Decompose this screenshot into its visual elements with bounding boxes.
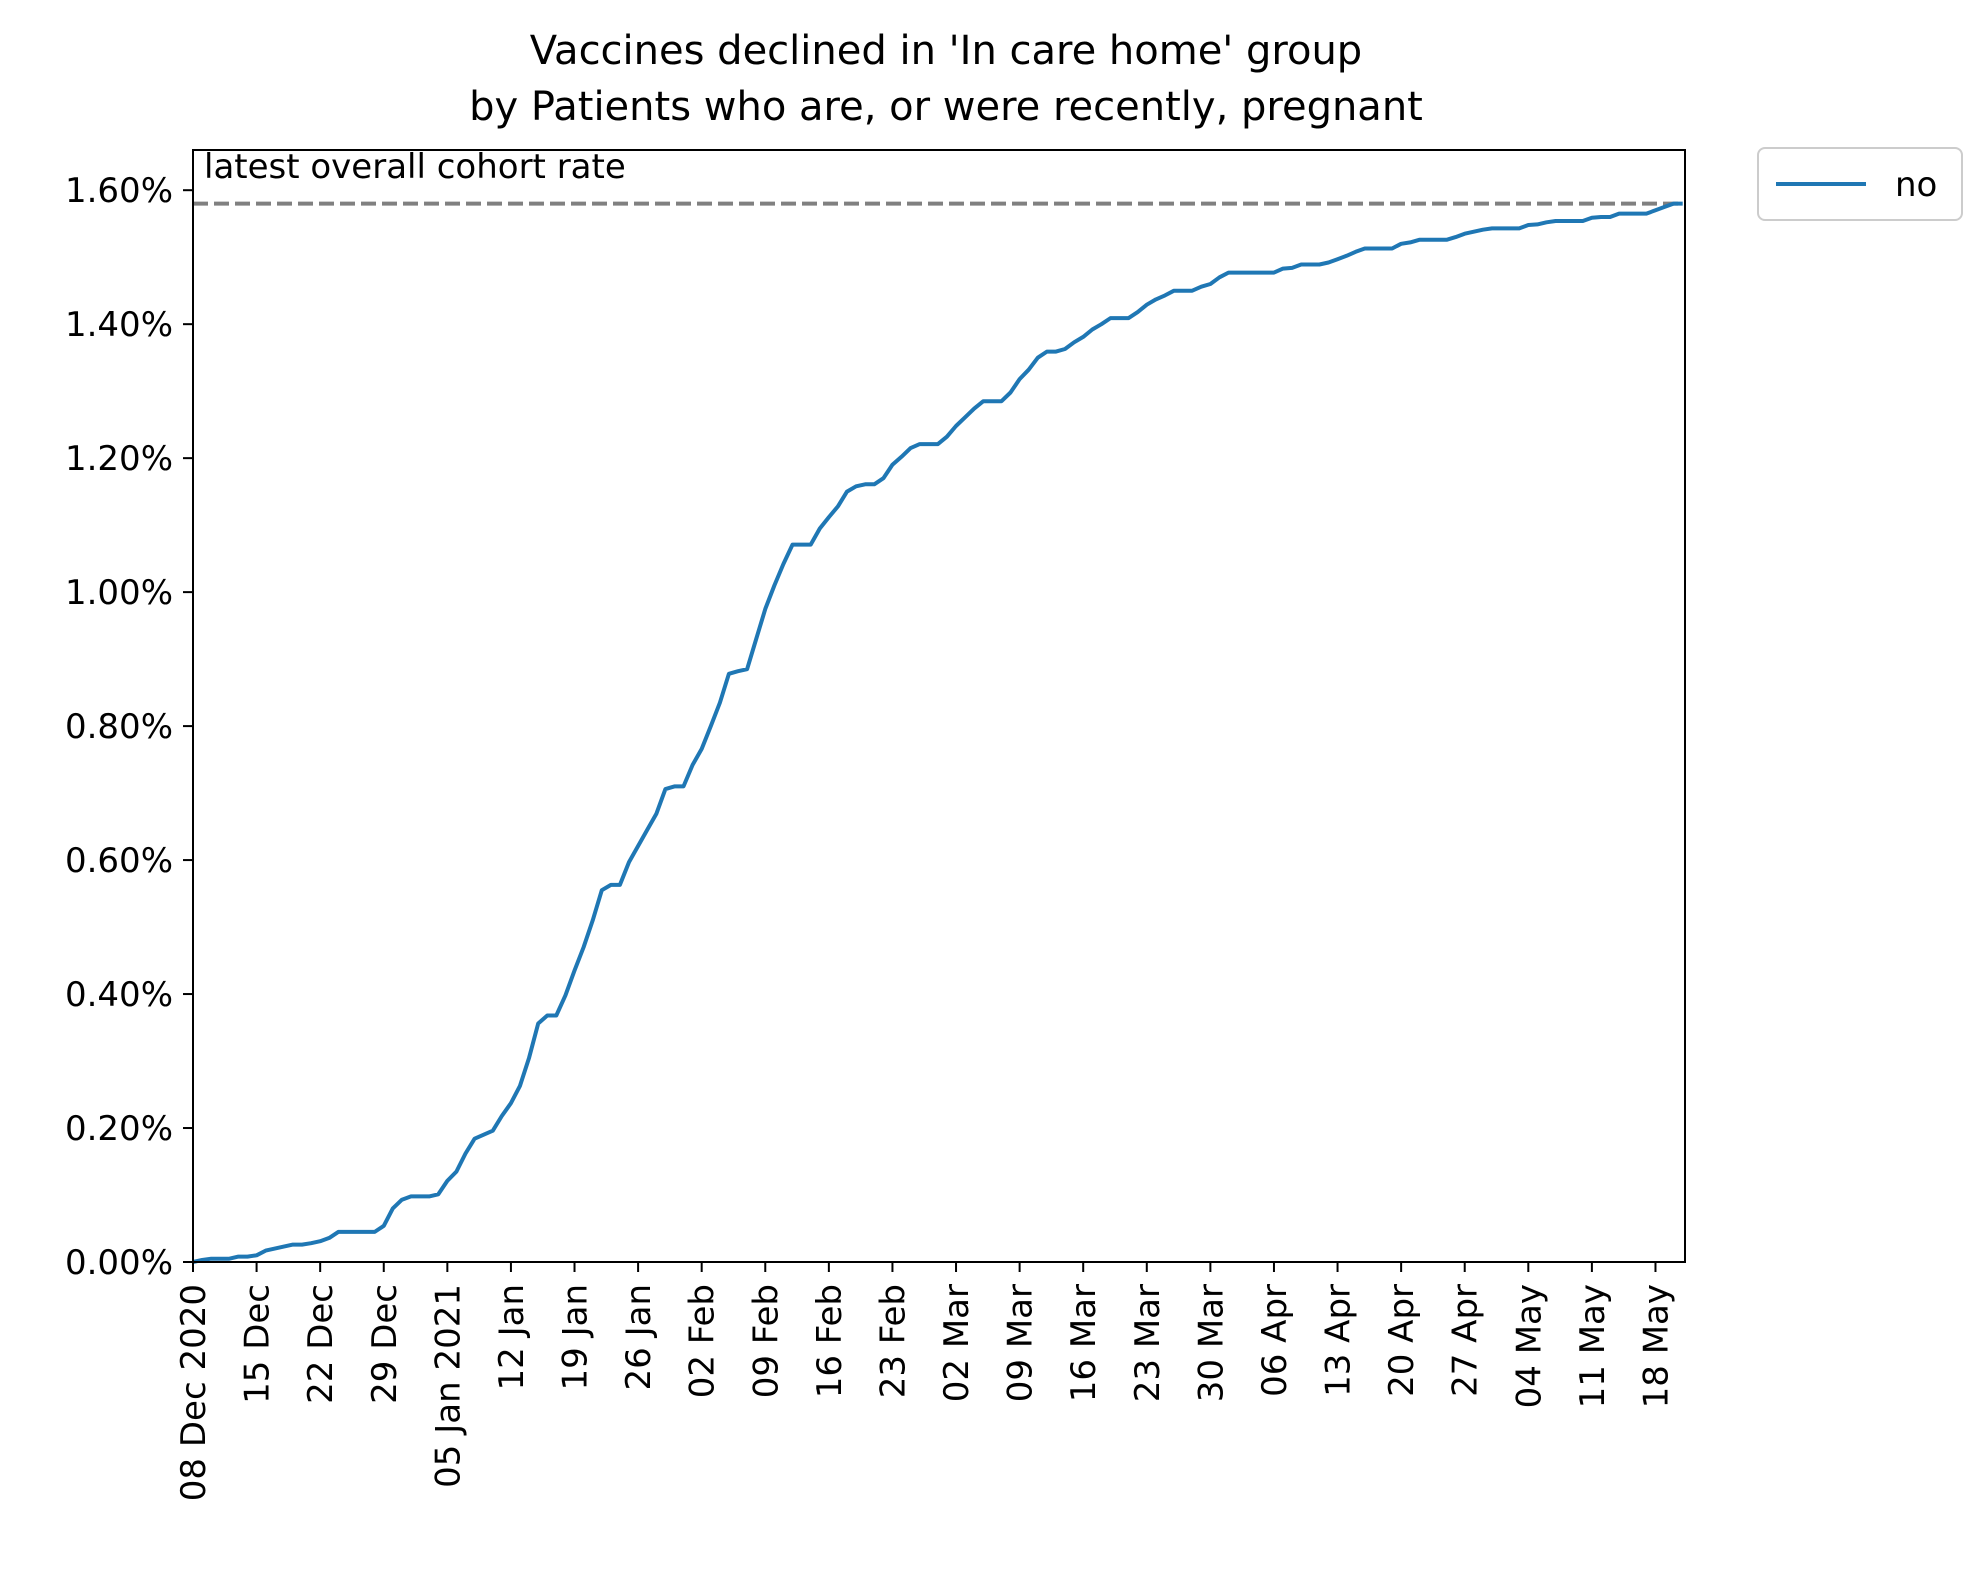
legend: no (1757, 147, 1963, 221)
x-tick-label: 22 Dec (301, 1284, 341, 1404)
x-tick-label: 04 May (1509, 1284, 1549, 1408)
series-line-no (192, 201, 1683, 1264)
x-tick-label: 12 Jan (492, 1284, 532, 1390)
x-tick-label: 09 Mar (1001, 1284, 1041, 1402)
plot-area (192, 201, 1685, 1264)
legend-label: no (1895, 165, 1937, 205)
y-tick-label: 0.40% (65, 975, 173, 1015)
y-tick-label: 1.60% (65, 171, 173, 211)
x-tick-label: 09 Feb (746, 1284, 786, 1398)
x-tick-label: 27 Apr (1446, 1284, 1486, 1397)
y-tick-label: 0.00% (65, 1243, 173, 1283)
x-tick-label: 18 May (1637, 1284, 1677, 1408)
x-axis: 08 Dec 2020 15 Dec 22 Dec 29 Dec 05 Jan 2021… (174, 1262, 1677, 1501)
x-tick-label: 02 Mar (937, 1284, 977, 1402)
x-tick-label: 23 Feb (873, 1284, 913, 1398)
x-tick-label: 29 Dec (365, 1284, 405, 1404)
x-tick-label: 30 Mar (1191, 1284, 1231, 1402)
x-tick-label: 05 Jan 2021 (428, 1284, 468, 1488)
y-tick-label: 0.20% (65, 1109, 173, 1149)
y-axis: 0.00% 0.20% 0.40% 0.60% 0.80% 1.00% 1.20% 1.40%… (65, 171, 193, 1283)
x-tick-label: 19 Jan (556, 1284, 596, 1390)
x-tick-label: 13 Apr (1319, 1284, 1359, 1397)
x-tick-label: 16 Feb (810, 1284, 850, 1398)
x-tick-label: 15 Dec (238, 1284, 278, 1404)
x-tick-label: 06 Apr (1255, 1284, 1295, 1397)
x-tick-label: 16 Mar (1064, 1284, 1104, 1402)
y-tick-label: 0.80% (65, 707, 173, 747)
x-tick-label: 26 Jan (619, 1284, 659, 1390)
y-tick-label: 1.40% (65, 305, 173, 345)
reference-line-label: latest overall cohort rate (204, 147, 626, 187)
chart-subtitle: by Patients who are, or were recently, p… (469, 84, 1423, 130)
x-tick-label: 20 Apr (1382, 1284, 1422, 1397)
x-tick-label: 08 Dec 2020 (174, 1284, 214, 1501)
plot-frame (192, 149, 1686, 1263)
y-tick-label: 1.00% (65, 573, 173, 613)
x-tick-label: 02 Feb (683, 1284, 723, 1398)
x-tick-label: 23 Mar (1128, 1284, 1168, 1402)
x-tick-label: 11 May (1573, 1284, 1613, 1408)
chart-title: Vaccines declined in 'In care home' grou… (530, 28, 1362, 74)
y-tick-label: 1.20% (65, 439, 173, 479)
y-tick-label: 0.60% (65, 841, 173, 881)
